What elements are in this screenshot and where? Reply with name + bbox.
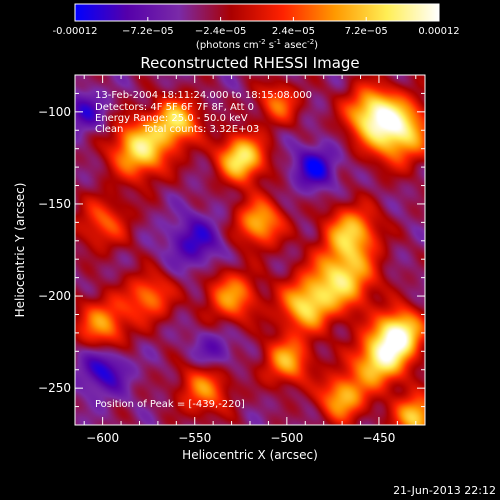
annotation-time-range: 13-Feb-2004 18:11:24.000 to 18:15:08.000 xyxy=(95,90,312,101)
colorbar-ticks: -0.00012 −7.2e−05 −2.4e−05 2.4e−05 7.2e−05 0.… xyxy=(53,17,460,37)
annotation-counts: Total counts: 3.32E+03 xyxy=(142,124,259,135)
colorbar-label: (photons cm-2 s-1 asec-2) xyxy=(196,38,318,51)
colorbar-tick-label: −2.4e−05 xyxy=(195,26,247,37)
annotation-method: Clean xyxy=(95,124,123,135)
colorbar-tick-label: 2.4e−05 xyxy=(272,26,315,37)
x-axis-label: Heliocentric X (arcsec) xyxy=(182,448,318,462)
y-tick-label: −100 xyxy=(38,105,71,119)
annotation-detectors: Detectors: 4F 5F 6F 7F 8F, Att 0 xyxy=(95,102,254,113)
chart-title: Reconstructed RHESSI Image xyxy=(140,54,359,72)
colorbar-tick-label: −7.2e−05 xyxy=(122,26,174,37)
x-tick-label: −550 xyxy=(178,431,211,445)
colorbar xyxy=(74,3,440,22)
y-axis-label: Heliocentric Y (arcsec) xyxy=(13,183,27,318)
x-tick-label: −500 xyxy=(270,431,303,445)
annotation-peak: Position of Peak = [-439,-220] xyxy=(95,399,245,410)
colorbar-tick-label: 0.00012 xyxy=(418,26,459,37)
colorbar-tick-label: 7.2e−05 xyxy=(345,26,388,37)
y-tick-label: −250 xyxy=(38,381,71,395)
x-tick-label: −600 xyxy=(86,431,119,445)
y-tick-label: −150 xyxy=(38,197,71,211)
annotations: 13-Feb-2004 18:11:24.000 to 18:15:08.000… xyxy=(95,90,312,410)
footer-timestamp: 21-Jun-2013 22:12 xyxy=(393,484,496,497)
annotation-energy: Energy Range: 25.0 - 50.0 keV xyxy=(95,113,248,124)
y-tick-label: −200 xyxy=(38,289,71,303)
axes: −600 −550 −500 −450 −250 −200 −150 −100 xyxy=(38,74,425,445)
colorbar-tick-label: -0.00012 xyxy=(53,26,98,37)
heatmap-image xyxy=(75,75,425,425)
x-tick-label: −450 xyxy=(362,431,395,445)
